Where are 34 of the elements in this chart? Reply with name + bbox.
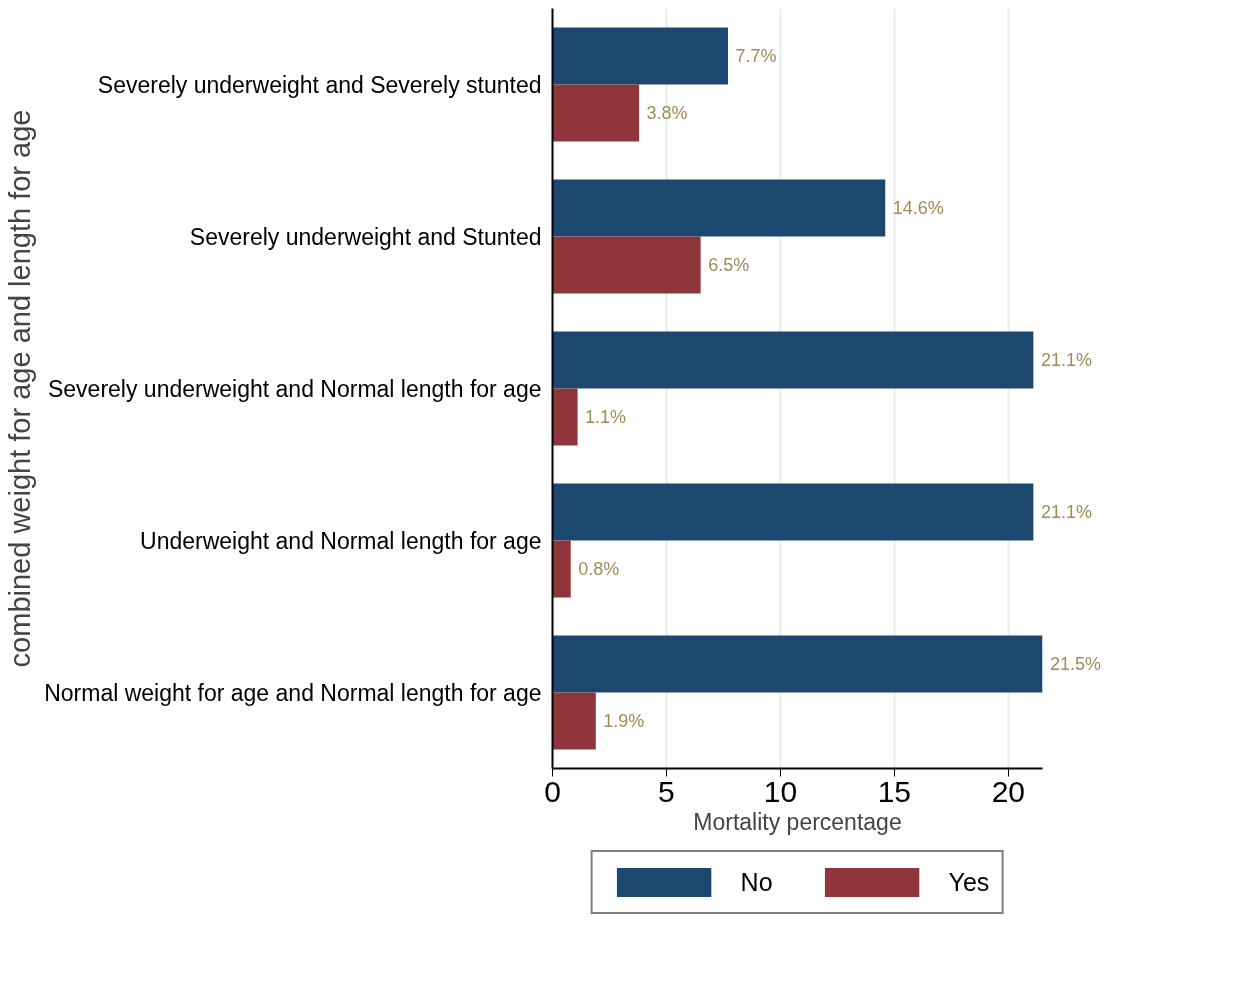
y-axis-title: combined weight for age and length for age bbox=[4, 109, 37, 668]
x-axis-title: Mortality percentage bbox=[693, 808, 902, 835]
data-label: 6.5% bbox=[708, 254, 750, 275]
bar bbox=[552, 179, 886, 237]
data-label: 3.8% bbox=[646, 102, 688, 123]
data-label: 1.9% bbox=[603, 710, 645, 731]
data-label: 21.1% bbox=[1040, 349, 1092, 370]
y-tick-label: Severely underweight and Normal length for age bbox=[47, 375, 542, 402]
data-label: 7.7% bbox=[735, 45, 777, 66]
y-tick-label: Severely underweight and Severely stunted bbox=[97, 71, 542, 98]
legend-label: Yes bbox=[948, 867, 990, 897]
bar bbox=[552, 388, 578, 446]
bar bbox=[552, 84, 640, 142]
bar bbox=[552, 27, 728, 85]
x-tick-label: 0 bbox=[544, 774, 561, 808]
bar bbox=[552, 236, 701, 294]
y-tick-label: Severely underweight and Stunted bbox=[189, 223, 542, 250]
y-tick-label: Normal weight for age and Normal length for age bbox=[44, 679, 542, 706]
bar bbox=[552, 540, 571, 598]
bar bbox=[552, 331, 1034, 389]
x-tick-label: 20 bbox=[991, 774, 1025, 808]
y-tick-label: Underweight and Normal length for age bbox=[140, 527, 542, 554]
data-label: 14.6% bbox=[892, 197, 944, 218]
data-label: 21.1% bbox=[1040, 501, 1092, 522]
bar bbox=[552, 692, 596, 750]
x-tick-label: 10 bbox=[763, 774, 798, 808]
data-label: 21.5% bbox=[1050, 653, 1102, 674]
x-tick-label: 5 bbox=[658, 774, 675, 808]
legend-label: No bbox=[740, 867, 773, 897]
data-label: 0.8% bbox=[578, 558, 620, 579]
bar bbox=[552, 483, 1034, 541]
data-label: 1.1% bbox=[585, 406, 627, 427]
x-tick-label: 15 bbox=[877, 774, 912, 808]
bar bbox=[552, 635, 1043, 693]
